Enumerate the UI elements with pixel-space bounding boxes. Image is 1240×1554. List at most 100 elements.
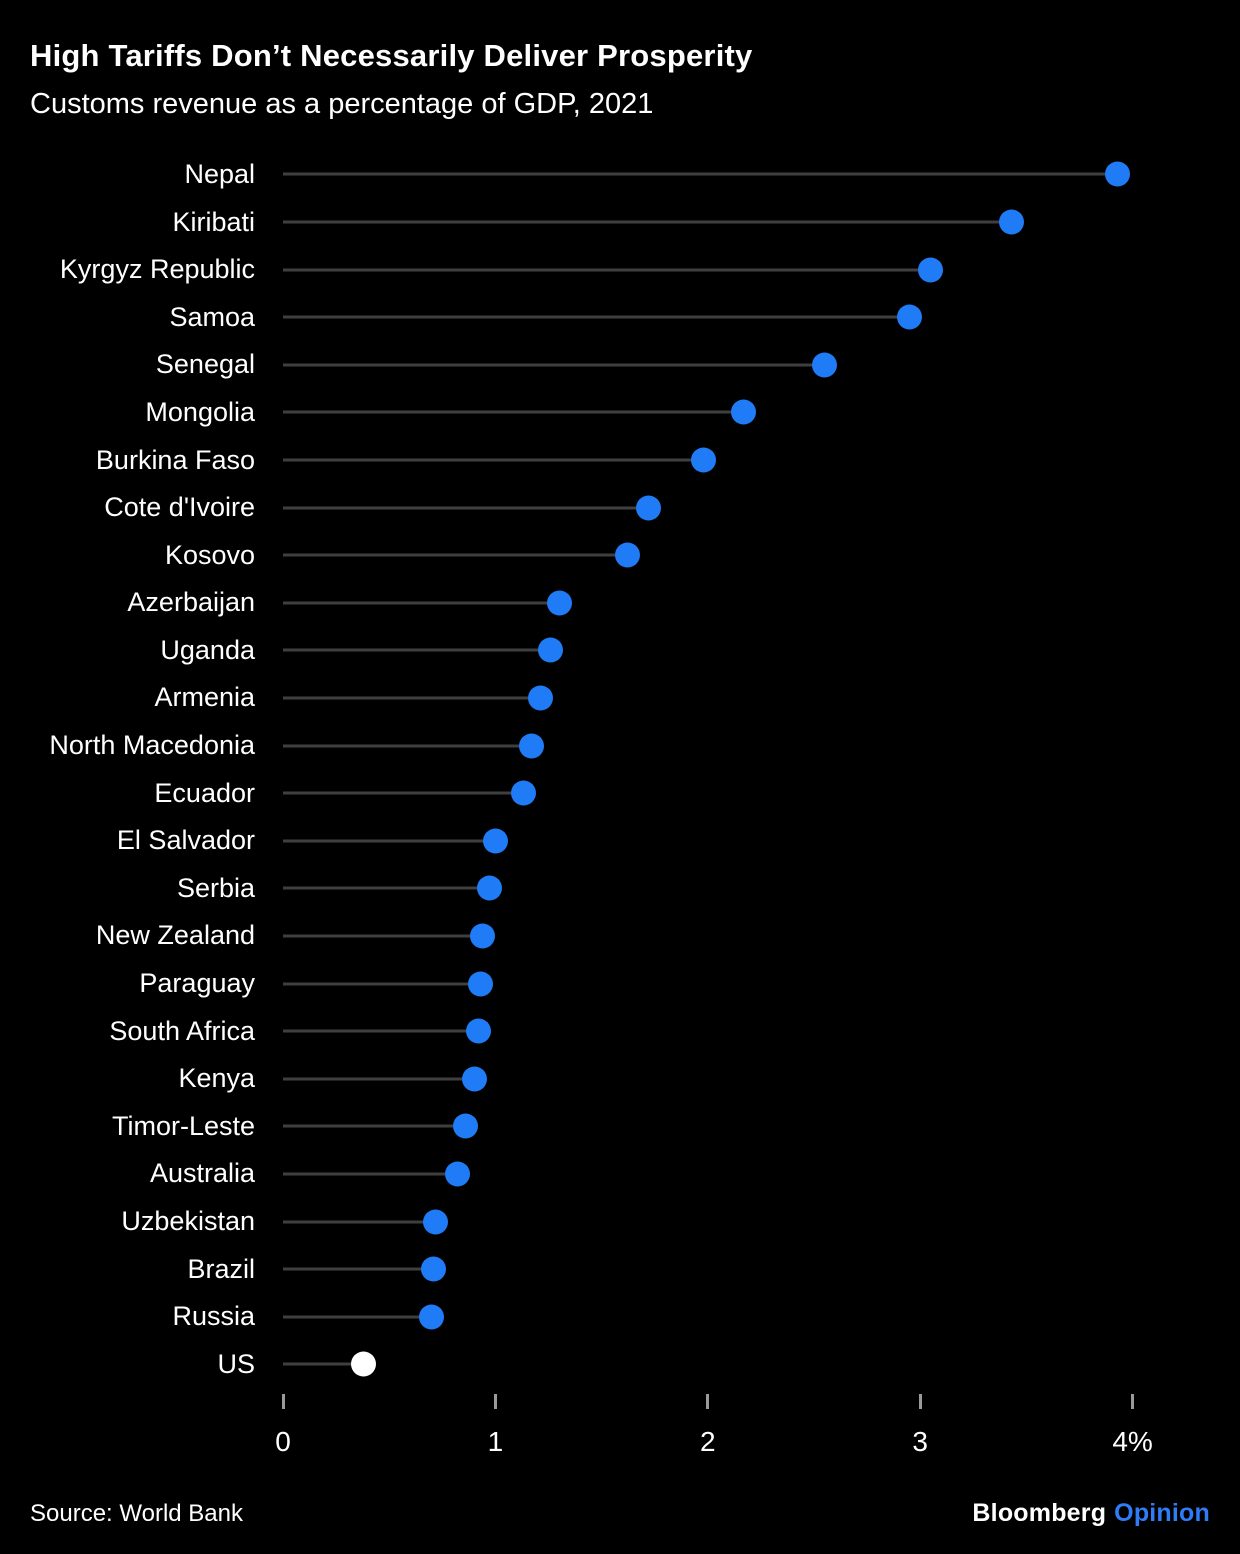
row-label: Samoa: [169, 301, 255, 332]
lollipop-line: [283, 744, 532, 748]
lollipop-dot: [546, 590, 572, 616]
chart-row: Kenya: [0, 1055, 1240, 1103]
chart-row: Samoa: [0, 293, 1240, 341]
axis-tick-label: 3: [912, 1426, 928, 1458]
row-label: Kenya: [178, 1063, 255, 1094]
row-plot: [283, 198, 1240, 246]
row-plot: [283, 436, 1240, 484]
chart-row: Ecuador: [0, 769, 1240, 817]
row-plot: [283, 722, 1240, 770]
chart-row: Azerbaijan: [0, 579, 1240, 627]
row-plot: [283, 1198, 1240, 1246]
lollipop-dot: [465, 1018, 491, 1044]
chart-rows: Nepal Kiribati Kyrgyz Republic Samoa Senegal…: [0, 151, 1240, 1388]
row-plot: [283, 151, 1240, 199]
lollipop-dot: [470, 923, 496, 949]
lollipop-line: [283, 791, 523, 795]
lollipop-line: [283, 553, 628, 557]
lollipop-dot: [519, 733, 544, 759]
row-plot: [283, 246, 1240, 294]
lollipop-dot: [461, 1066, 487, 1092]
lollipop-dot: [538, 637, 564, 663]
row-plot: [283, 389, 1240, 437]
lollipop-line: [283, 696, 540, 700]
lollipop-line: [283, 1220, 436, 1223]
row-label: Azerbaijan: [127, 587, 255, 618]
chart-row: El Salvador: [0, 817, 1240, 865]
row-plot: [283, 1055, 1240, 1103]
row-label: Armenia: [154, 682, 255, 713]
lollipop-line: [283, 1267, 434, 1271]
lollipop-line: [283, 1315, 432, 1319]
row-label: Brazil: [187, 1253, 255, 1284]
row-label: South Africa: [109, 1015, 255, 1046]
axis-tick-mark: [281, 1394, 285, 1410]
row-label: Kosovo: [164, 539, 255, 570]
axis-tick-mark: [918, 1394, 922, 1410]
chart-title: High Tariffs Don’t Necessarily Deliver P…: [30, 38, 753, 73]
row-plot: [283, 1340, 1240, 1388]
chart-subtitle: Customs revenue as a percentage of GDP, …: [30, 87, 654, 120]
row-plot: [283, 579, 1240, 627]
lollipop-line: [283, 1077, 475, 1081]
row-label: Uzbekistan: [121, 1206, 255, 1236]
row-label: Paraguay: [139, 968, 255, 999]
row-plot: [283, 627, 1240, 675]
row-label: New Zealand: [95, 920, 255, 951]
row-plot: [283, 484, 1240, 532]
brand-suffix: Opinion: [1114, 1499, 1210, 1527]
lollipop-dot: [421, 1256, 447, 1282]
row-label: North Macedonia: [49, 730, 255, 761]
axis-tick-label: 0: [275, 1426, 291, 1458]
lollipop-line: [283, 1362, 364, 1366]
row-label: Mongolia: [145, 396, 255, 427]
lollipop-line: [283, 410, 744, 414]
brand-name: Bloomberg: [972, 1499, 1107, 1527]
lollipop-line: [283, 458, 704, 462]
lollipop-line: [283, 648, 551, 652]
lollipop-line: [283, 363, 825, 367]
row-label: Australia: [149, 1158, 255, 1189]
lollipop-dot: [419, 1304, 445, 1330]
lollipop-line: [283, 1124, 466, 1128]
lollipop-line: [283, 601, 560, 605]
lollipop-dot: [423, 1209, 449, 1234]
chart-row: Serbia: [0, 865, 1240, 913]
lollipop-line: [283, 1172, 458, 1176]
lollipop-line: [283, 1029, 479, 1033]
x-axis: 0 1 2 3 4%: [275, 1394, 1240, 1472]
chart-row: North Macedonia: [0, 722, 1240, 770]
chart-header: High Tariffs Don’t Necessarily Deliver P…: [0, 0, 1240, 121]
lollipop-dot: [635, 495, 661, 521]
row-plot: [283, 769, 1240, 817]
chart-row: Australia: [0, 1150, 1240, 1198]
row-plot: [283, 341, 1240, 389]
chart-row: Senegal: [0, 341, 1240, 389]
axis-tick-mark: [706, 1394, 710, 1410]
row-label: Ecuador: [154, 777, 255, 808]
lollipop-line: [283, 934, 483, 938]
bloomberg-logo: Bloomberg Opinion: [972, 1499, 1210, 1528]
lollipop-dot: [897, 304, 923, 330]
chart-row: South Africa: [0, 1007, 1240, 1055]
chart-row: Uzbekistan: [0, 1198, 1240, 1246]
chart-row: Kiribati: [0, 198, 1240, 246]
lollipop-dot: [918, 257, 944, 283]
lollipop-line: [283, 220, 1012, 224]
row-plot: [283, 1150, 1240, 1198]
row-label: Nepal: [184, 158, 255, 189]
chart-row: New Zealand: [0, 912, 1240, 960]
chart-row: Mongolia: [0, 389, 1240, 437]
lollipop-dot: [999, 209, 1025, 235]
chart-row: Cote d'Ivoire: [0, 484, 1240, 532]
row-label: Burkina Faso: [95, 444, 255, 475]
lollipop-dot: [453, 1113, 479, 1139]
source-note: Source: World Bank: [30, 1500, 243, 1527]
lollipop-dot: [444, 1161, 470, 1187]
row-plot: [283, 817, 1240, 865]
lollipop-dot: [510, 780, 536, 806]
row-plot: [283, 912, 1240, 960]
axis-tick-label: 1: [487, 1426, 504, 1458]
lollipop-line: [283, 886, 490, 890]
row-label: Kyrgyz Republic: [59, 254, 255, 285]
